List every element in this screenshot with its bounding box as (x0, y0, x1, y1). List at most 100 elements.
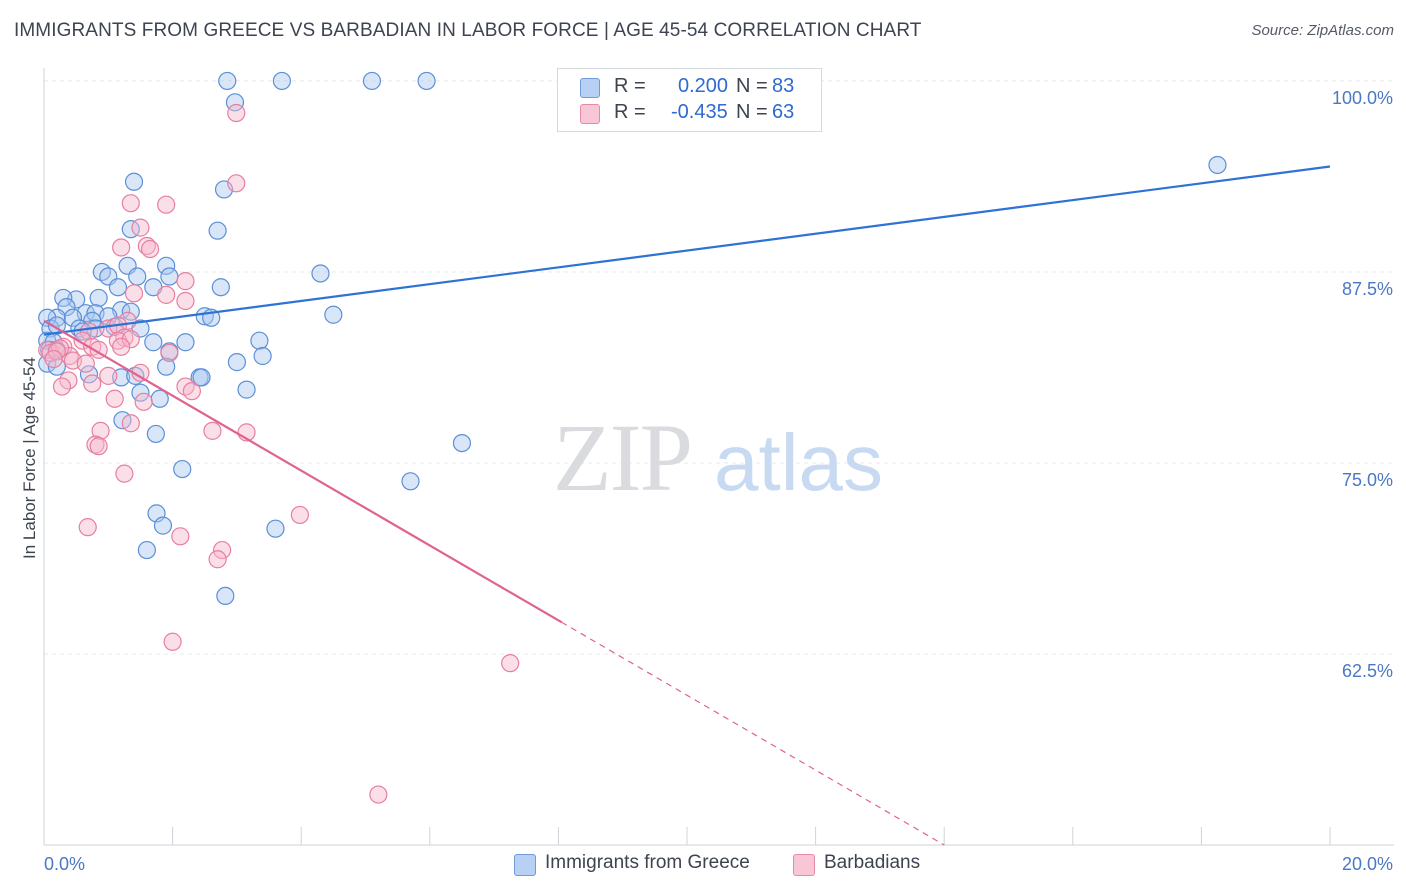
point-barbadians (50, 339, 70, 358)
point-greece (208, 221, 227, 240)
point-barbadians (112, 337, 131, 356)
point-barbadians (157, 285, 176, 304)
point-greece (47, 308, 66, 327)
point-barbadians (160, 343, 179, 363)
point-barbadians (78, 518, 97, 537)
point-greece (1208, 155, 1227, 175)
point-barbadians (140, 239, 160, 259)
point-barbadians (112, 238, 131, 257)
trend-lines (43, 165, 1331, 846)
legend-n-value: 63 (772, 101, 795, 123)
legend-r-value: 0.200 (678, 75, 729, 97)
y-tick-label: 87.5% (1342, 279, 1393, 299)
point-greece (38, 308, 57, 327)
point-greece (417, 71, 436, 91)
point-greece (250, 331, 269, 350)
point-greece (137, 540, 156, 560)
axes (43, 68, 1394, 846)
point-greece (144, 333, 163, 352)
watermark: ZIP atlas (553, 404, 883, 511)
point-barbadians (105, 389, 124, 408)
point-greece (160, 267, 179, 286)
point-barbadians (83, 374, 102, 393)
point-barbadians (501, 654, 520, 673)
point-greece (211, 278, 230, 297)
point-barbadians (203, 421, 222, 440)
y-tick-label: 75.0% (1342, 470, 1393, 490)
legend-n-label: N = (736, 101, 768, 123)
legend-n-label: N = (736, 75, 768, 97)
point-greece (124, 172, 144, 191)
point-barbadians (163, 632, 182, 651)
point-barbadians (134, 392, 153, 411)
bottom-legend-label: Immigrants from Greece (545, 852, 750, 873)
point-greece (157, 256, 176, 275)
point-barbadians (176, 291, 195, 311)
grid-lines (44, 80, 1394, 655)
point-greece (176, 333, 195, 352)
point-barbadians (227, 174, 246, 193)
point-greece (227, 353, 246, 372)
y-axis-label: In Labor Force | Age 45-54 (20, 357, 39, 559)
y-tick-label: 100.0% (1332, 88, 1393, 108)
watermark-zip: ZIP (553, 404, 691, 511)
legend-swatch-blue (580, 78, 600, 98)
source-label: Source: ZipAtlas.com (1251, 22, 1394, 39)
tick-labels: 100.0% 87.5% 75.0% 62.5% 0.0% 20.0% (44, 88, 1393, 874)
legend-r-label: R = (614, 75, 646, 97)
bottom-legend-swatch-pink (793, 854, 815, 876)
point-barbadians (137, 236, 156, 256)
point-barbadians (171, 527, 190, 546)
point-barbadians (182, 382, 201, 401)
trend-line-barbadians (43, 319, 563, 624)
x-tick-label: 0.0% (44, 854, 85, 874)
point-greece (173, 459, 192, 479)
chart-title: IMMIGRANTS FROM GREECE VS BARBADIAN IN L… (14, 20, 922, 41)
point-greece (362, 71, 382, 91)
legend-r-label: R = (614, 101, 646, 123)
point-barbadians (121, 194, 140, 213)
point-greece (216, 586, 235, 606)
point-barbadians (115, 464, 134, 483)
point-barbadians (121, 330, 140, 349)
point-greece (128, 267, 147, 286)
point-greece (237, 380, 256, 399)
point-barbadians (157, 195, 176, 214)
point-greece (63, 308, 83, 327)
point-greece (192, 368, 211, 387)
trend-line-greece (43, 165, 1331, 336)
point-barbadians (131, 218, 150, 237)
x-tick-label: 20.0% (1342, 854, 1393, 874)
bottom-legend-label: Barbadians (824, 852, 921, 873)
point-barbadians (52, 377, 72, 396)
point-barbadians (290, 505, 310, 525)
point-barbadians (76, 354, 95, 373)
point-greece (253, 346, 272, 366)
point-greece (218, 71, 237, 91)
point-greece (89, 288, 108, 308)
trend-line-barbadians-extension (561, 621, 945, 846)
point-barbadians (208, 550, 227, 569)
point-barbadians (213, 540, 232, 560)
point-greece (266, 519, 285, 538)
point-barbadians (369, 785, 388, 804)
point-greece (452, 433, 472, 453)
point-greece (153, 516, 173, 535)
point-greece (311, 264, 330, 283)
point-barbadians (89, 437, 108, 456)
point-barbadians (91, 421, 110, 440)
legend-n-value: 83 (772, 75, 795, 97)
point-barbadians (121, 414, 140, 433)
point-barbadians (227, 103, 246, 123)
point-greece (157, 357, 176, 376)
point-barbadians (124, 284, 144, 303)
watermark-atlas: atlas (714, 418, 883, 507)
point-greece (324, 305, 343, 324)
point-barbadians (176, 272, 195, 291)
legend-r-value: -0.435 (671, 101, 728, 123)
point-barbadians (99, 366, 118, 385)
series-greece-points (38, 71, 1227, 606)
point-barbadians (44, 349, 63, 369)
correlation-legend: R = 0.200 N = 83 R = -0.435 N = 63 (557, 68, 822, 132)
point-greece (108, 278, 128, 297)
